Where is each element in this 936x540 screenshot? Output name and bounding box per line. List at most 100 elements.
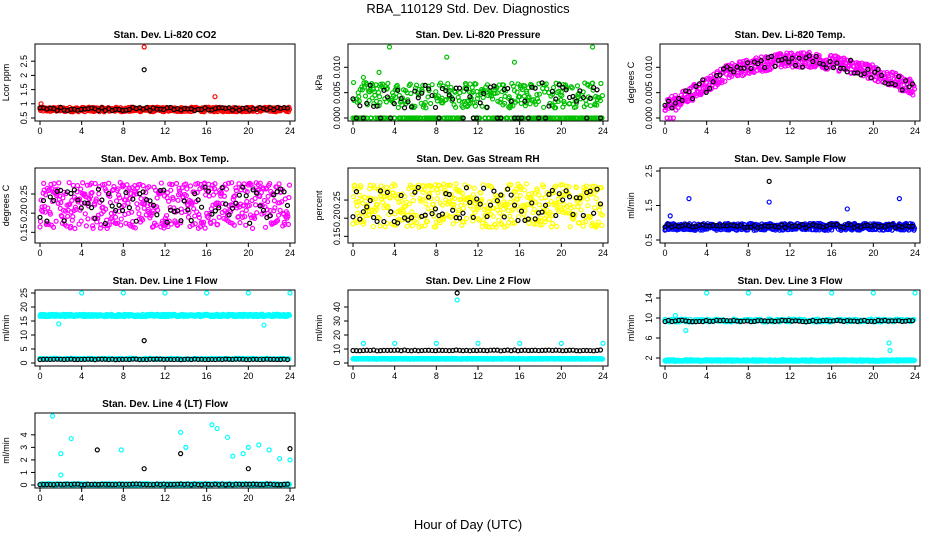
data-point xyxy=(187,183,194,189)
data-point xyxy=(772,63,778,69)
data-point xyxy=(727,66,733,72)
data-point xyxy=(553,212,559,219)
y-tick-label: 30 xyxy=(332,316,342,326)
data-point xyxy=(391,101,397,107)
data-point xyxy=(532,85,538,91)
data-point xyxy=(719,77,725,83)
data-point xyxy=(58,199,64,206)
data-point xyxy=(597,115,604,121)
data-point xyxy=(436,115,442,121)
data-point xyxy=(367,82,373,88)
x-tick-label: 24 xyxy=(598,126,608,136)
data-point xyxy=(388,115,394,121)
data-point xyxy=(229,107,236,113)
outlier-point xyxy=(454,290,460,296)
data-point xyxy=(369,95,375,101)
data-point xyxy=(731,69,737,75)
outlier-point xyxy=(162,290,168,296)
data-point xyxy=(569,85,575,91)
data-point xyxy=(717,72,723,78)
x-tick-label: 16 xyxy=(827,248,837,258)
data-point xyxy=(793,62,799,68)
data-point xyxy=(103,206,109,212)
x-tick-label: 8 xyxy=(434,371,439,381)
data-point xyxy=(517,192,523,199)
data-point xyxy=(68,190,74,197)
data-point xyxy=(439,100,446,106)
x-tick-label: 16 xyxy=(202,371,212,381)
data-point xyxy=(66,180,72,186)
x-tick-label: 16 xyxy=(827,126,837,136)
data-point xyxy=(460,205,467,211)
data-point xyxy=(237,220,243,226)
data-point xyxy=(758,58,764,64)
data-point xyxy=(93,196,99,202)
data-point xyxy=(243,193,249,199)
data-point xyxy=(577,88,583,94)
x-tick-label: 16 xyxy=(515,248,525,258)
y-tick-label: 1.5 xyxy=(19,83,29,96)
data-point xyxy=(580,94,586,101)
y-axis-label: Lcor ppm xyxy=(1,64,11,102)
outlier-point xyxy=(444,54,450,60)
data-point xyxy=(188,217,194,224)
data-point xyxy=(116,202,122,208)
data-point xyxy=(473,81,479,87)
outlier-point xyxy=(664,115,670,121)
data-point xyxy=(113,198,120,204)
data-point xyxy=(903,78,909,84)
data-point xyxy=(67,201,73,207)
data-point xyxy=(111,183,117,190)
data-point xyxy=(62,208,69,214)
data-point xyxy=(350,194,357,200)
data-point xyxy=(432,104,439,111)
x-tick-label: 20 xyxy=(868,248,878,258)
data-point xyxy=(803,60,809,67)
panel-title: Stan. Dev. Line 2 Flow xyxy=(426,276,531,287)
data-point xyxy=(121,202,127,209)
x-tick-label: 12 xyxy=(785,371,795,381)
data-point xyxy=(799,64,806,70)
data-point xyxy=(460,210,466,216)
data-point xyxy=(474,115,480,121)
data-point xyxy=(147,107,153,113)
data-point xyxy=(383,184,389,190)
data-point xyxy=(541,104,547,110)
data-point xyxy=(871,65,877,71)
y-tick-label: 2 xyxy=(644,355,654,360)
data-point xyxy=(425,94,431,100)
data-point xyxy=(909,81,916,87)
outlier-point xyxy=(558,340,564,346)
outlier-point xyxy=(454,297,460,303)
x-tick-label: 20 xyxy=(556,248,566,258)
y-tick-label: 2 xyxy=(19,73,29,78)
data-point xyxy=(243,222,249,228)
data-point xyxy=(243,207,249,213)
data-point xyxy=(525,115,531,121)
data-point xyxy=(861,71,867,77)
data-point xyxy=(384,94,390,100)
x-tick-label: 8 xyxy=(121,126,126,136)
data-point xyxy=(816,52,822,59)
data-point xyxy=(526,94,532,100)
data-point xyxy=(447,115,453,121)
data-point xyxy=(226,105,232,111)
data-point xyxy=(410,198,417,204)
x-tick-label: 8 xyxy=(434,126,439,136)
outlier-point xyxy=(386,44,393,50)
data-point xyxy=(669,105,675,111)
outlier-point xyxy=(517,340,523,346)
data-point xyxy=(354,203,360,209)
data-point xyxy=(70,182,76,189)
x-tick-label: 12 xyxy=(160,248,170,258)
data-point xyxy=(103,188,109,194)
data-point xyxy=(78,218,84,224)
data-point xyxy=(429,82,435,88)
panel-title: Stan. Dev. Line 3 Flow xyxy=(738,276,843,287)
x-tick-label: 16 xyxy=(515,371,525,381)
data-point xyxy=(404,223,410,229)
x-tick-label: 0 xyxy=(350,248,355,258)
data-point xyxy=(518,115,525,121)
y-tick-label: 1 xyxy=(19,101,29,106)
figure-title: RBA_110129 Std. Dev. Diagnostics xyxy=(366,1,570,16)
